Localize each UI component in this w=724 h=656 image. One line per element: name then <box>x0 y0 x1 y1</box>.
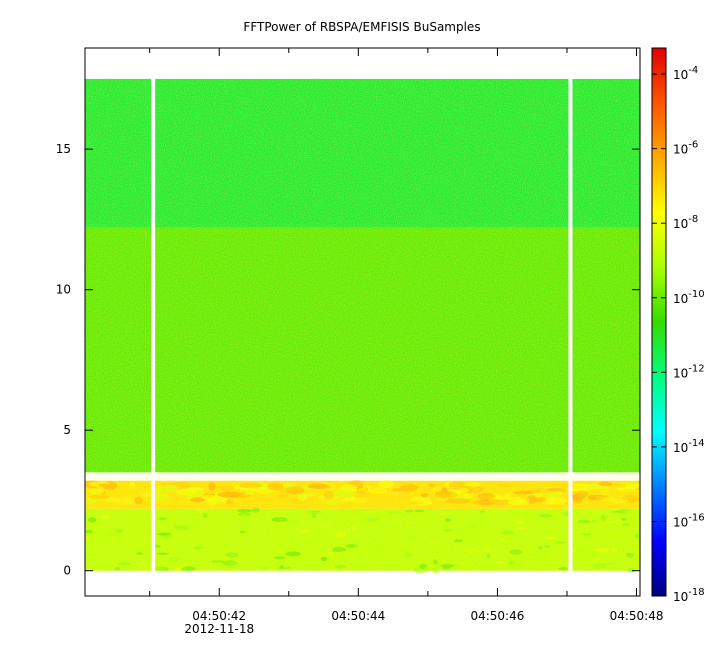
y-tick-label: 15 <box>56 142 71 156</box>
colorbar-tick-label: 10-6 <box>673 140 698 157</box>
x-tick-label: 04:50:42 <box>192 609 246 623</box>
data-gap-0 <box>151 78 156 571</box>
x-tick-sublabel: 2012-11-18 <box>184 622 254 636</box>
x-tick-label: 04:50:46 <box>470 609 524 623</box>
colorbar-gradient <box>651 47 667 597</box>
x-tick-label: 04:50:44 <box>331 609 385 623</box>
y-tick-label: 5 <box>63 423 71 437</box>
y-tick-label: 0 <box>63 564 71 578</box>
spectrum-noise-texture <box>85 78 640 571</box>
y-axis: 0 5 10 15 <box>56 142 640 578</box>
colorbar-tick-label: 10-14 <box>673 438 705 455</box>
colorbar-tick-label: 10-12 <box>673 363 705 380</box>
colorbar-tick-label: 10-18 <box>673 587 705 604</box>
colorbar-tick-label: 10-16 <box>673 512 705 529</box>
plot-frame <box>84 47 641 597</box>
data-gap-1 <box>568 78 573 571</box>
x-tick-label: 04:50:48 <box>610 609 664 623</box>
colorbar-tick-label: 10-4 <box>673 65 698 82</box>
colorbar: 10-4 10-6 10-8 10-10 10-12 10-14 10-16 10-18 <box>651 47 705 604</box>
colorbar-tick-label: 10-10 <box>673 289 705 306</box>
spectrogram-plot-area <box>85 48 640 596</box>
chart-title: FFTPower of RBSPA/EMFISIS BuSamples <box>243 20 480 34</box>
colorbar-tick-label: 10-8 <box>673 214 698 231</box>
y-tick-label: 10 <box>56 283 71 297</box>
